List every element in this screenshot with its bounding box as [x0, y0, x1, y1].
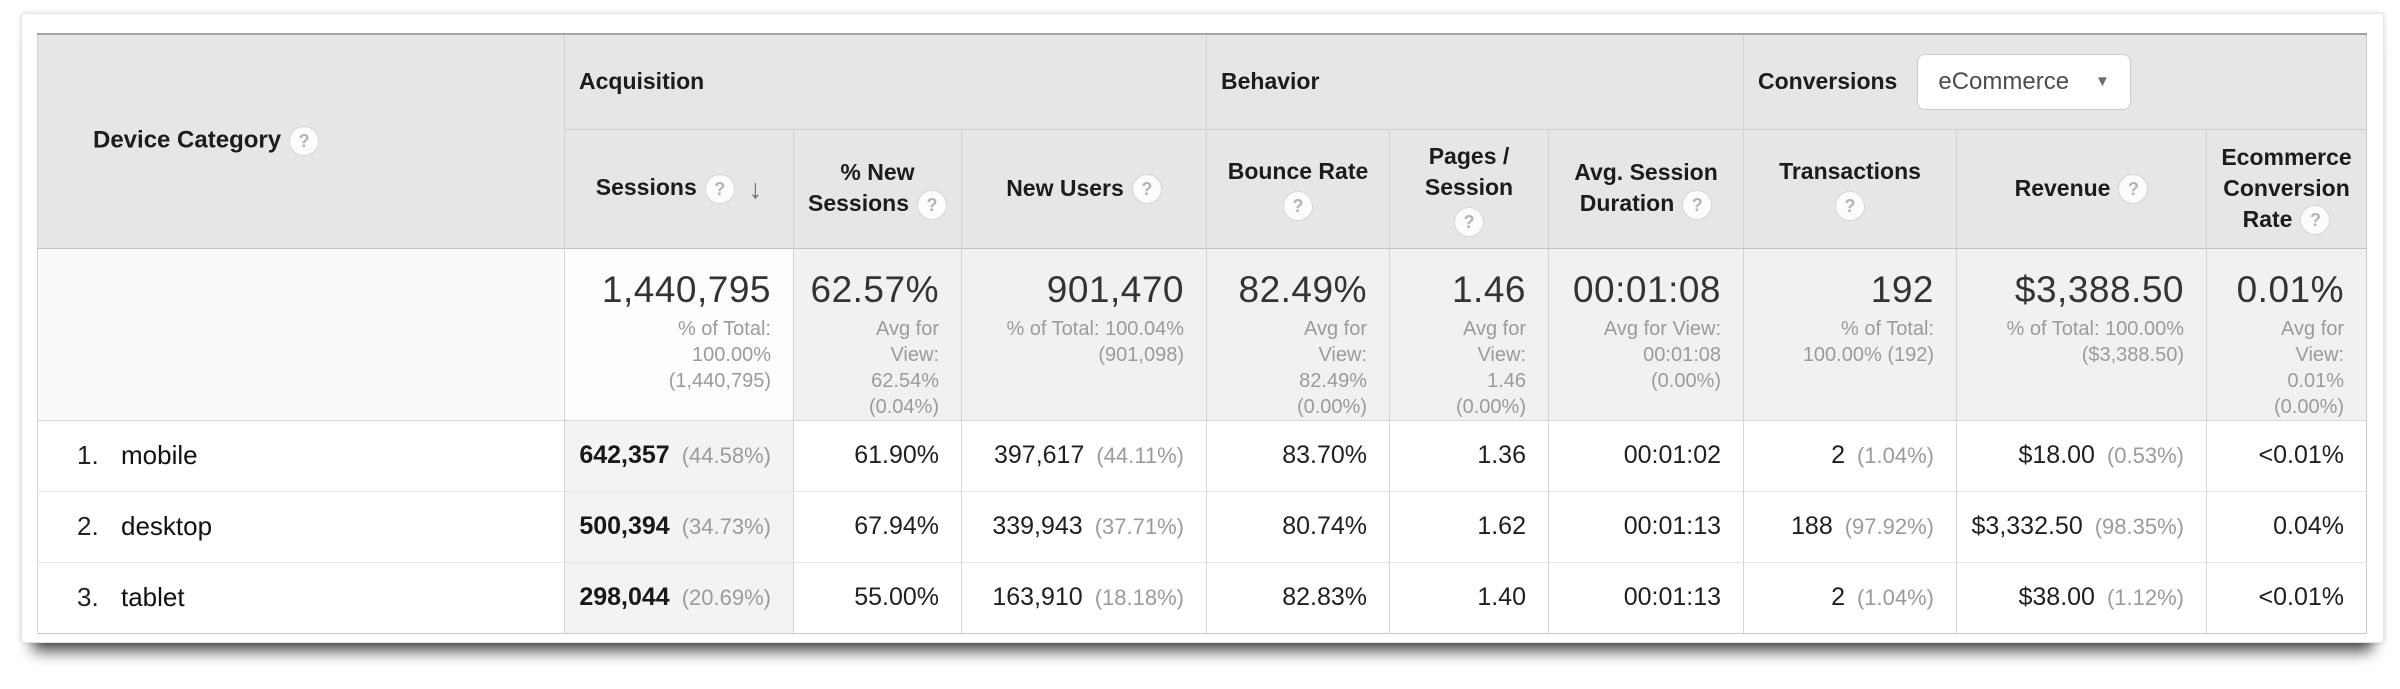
- device-category-label: Device Category: [93, 126, 282, 154]
- table-row-mobile[interactable]: 1. mobile 642,357 (44.58%) 61.90% 397,617(…: [37, 420, 2367, 492]
- row-rank: 2.: [77, 511, 99, 541]
- dimension-cell[interactable]: 3. tablet: [37, 562, 565, 633]
- transactions-cell: 188 (97.92%): [1743, 491, 1957, 563]
- sessions-cell: 642,357 (44.58%): [564, 420, 794, 492]
- pct-new-sessions-cell: 67.94%: [793, 491, 962, 563]
- device-name: mobile: [121, 440, 198, 470]
- column-header-sessions[interactable]: Sessions? ↓: [564, 128, 794, 249]
- section-conversions: Conversions eCommerce ▼: [1743, 34, 2367, 129]
- bounce-rate-cell: 83.70%: [1206, 420, 1390, 492]
- sessions-cell: 298,044 (20.69%): [564, 562, 794, 633]
- help-icon[interactable]: ?: [1131, 174, 1162, 205]
- column-header-pages-session[interactable]: Pages / Session?: [1389, 128, 1549, 249]
- sessions-cell: 500,394 (34.73%): [564, 491, 794, 563]
- new-users-cell: 163,910 (18.18%): [961, 562, 1207, 633]
- help-icon[interactable]: ?: [704, 174, 735, 205]
- row-rank: 1.: [77, 440, 99, 470]
- dimension-header-device-category[interactable]: Device Category?: [37, 34, 565, 249]
- column-header-transactions[interactable]: Transactions?: [1743, 128, 1957, 249]
- section-behavior: Behavior: [1205, 34, 1744, 129]
- avg-session-duration-cell: 00:01:13: [1547, 491, 1744, 563]
- chevron-down-icon: ▼: [2095, 73, 2110, 91]
- new-users-cell: 339,943 (37.71%): [961, 491, 1207, 563]
- help-icon[interactable]: ?: [917, 189, 947, 220]
- help-icon[interactable]: ?: [1682, 189, 1713, 220]
- ecommerce-conversion-rate-cell: 0.04%: [2206, 491, 2367, 563]
- summary-row: 1,440,795 % of Total: 100.00% (1,440,795…: [37, 248, 2367, 421]
- acquisition-label: Acquisition: [579, 68, 705, 95]
- help-icon[interactable]: ?: [1454, 206, 1484, 237]
- conversions-goal-dropdown[interactable]: eCommerce ▼: [1917, 53, 2131, 110]
- avg-session-duration-cell: 00:01:02: [1547, 420, 1744, 492]
- pct-new-sessions-cell: 55.00%: [793, 562, 962, 633]
- dimension-cell[interactable]: 1. mobile: [37, 420, 565, 492]
- ecommerce-conversion-rate-cell: <0.01%: [2206, 562, 2367, 633]
- help-icon[interactable]: ?: [2300, 205, 2331, 236]
- avg-session-duration-cell: 00:01:13: [1547, 562, 1744, 633]
- ecommerce-conversion-rate-cell: <0.01%: [2206, 420, 2367, 492]
- section-acquisition: Acquisition: [564, 34, 1207, 129]
- revenue-cell: $38.00 (1.12%): [1956, 562, 2207, 633]
- device-category-table: Device Category? Acquisition Behavior Co…: [37, 33, 2368, 634]
- help-icon[interactable]: ?: [1283, 191, 1313, 221]
- column-header-revenue[interactable]: Revenue?: [1956, 128, 2207, 249]
- summary-new-users: 901,470 % of Total: 100.04% (901,098): [961, 248, 1207, 421]
- summary-ecommerce-conversion-rate: 0.01% Avg for View: 0.01% (0.00%): [2206, 248, 2367, 421]
- revenue-cell: $3,332.50 (98.35%): [1956, 491, 2207, 563]
- summary-sessions: 1,440,795 % of Total: 100.00% (1,440,795…: [564, 248, 794, 421]
- new-users-cell: 397,617 (44.11%): [961, 420, 1207, 492]
- sort-descending-icon[interactable]: ↓: [748, 173, 763, 204]
- pages-session-cell: 1.36: [1389, 420, 1549, 492]
- device-name: desktop: [121, 511, 213, 541]
- column-header-pct-new-sessions[interactable]: % New Sessions?: [793, 128, 962, 249]
- behavior-label: Behavior: [1221, 68, 1320, 95]
- summary-pct-new-sessions: 62.57% Avg for View: 62.54% (0.04%): [793, 248, 962, 421]
- summary-bounce-rate: 82.49% Avg for View: 82.49% (0.00%): [1206, 248, 1390, 421]
- help-icon[interactable]: ?: [289, 126, 320, 157]
- column-header-bounce-rate[interactable]: Bounce Rate?: [1206, 128, 1390, 249]
- column-header-avg-session-duration[interactable]: Avg. Session Duration?: [1547, 128, 1744, 249]
- table-row-desktop[interactable]: 2. desktop 500,394 (34.73%) 67.94% 339,943…: [37, 491, 2367, 563]
- conversions-dropdown-value: eCommerce: [1938, 67, 2070, 95]
- device-category-table-wrap: Device Category? Acquisition Behavior Co…: [37, 33, 2368, 634]
- summary-avg-session-duration: 00:01:08 Avg for View: 00:01:08 (0.00%): [1547, 248, 1744, 421]
- bounce-rate-cell: 80.74%: [1206, 491, 1390, 563]
- device-name: tablet: [121, 582, 185, 612]
- column-header-ecommerce-conversion-rate[interactable]: Ecommerce Conversion Rate?: [2206, 128, 2367, 249]
- bounce-rate-cell: 82.83%: [1206, 562, 1390, 633]
- summary-pages-session: 1.46 Avg for View: 1.46 (0.00%): [1389, 248, 1549, 421]
- revenue-cell: $18.00 (0.53%): [1956, 420, 2207, 492]
- summary-revenue: $3,388.50 % of Total: 100.00% ($3,388.50…: [1956, 248, 2207, 421]
- table-row-tablet[interactable]: 3. tablet 298,044 (20.69%) 55.00% 163,910(…: [37, 562, 2367, 633]
- pages-session-cell: 1.62: [1389, 491, 1549, 563]
- pct-new-sessions-cell: 61.90%: [793, 420, 962, 492]
- pages-session-cell: 1.40: [1389, 562, 1549, 633]
- help-icon[interactable]: ?: [1835, 191, 1866, 221]
- analytics-report-card: Device Category? Acquisition Behavior Co…: [21, 13, 2384, 643]
- help-icon[interactable]: ?: [2118, 174, 2149, 205]
- conversions-label: Conversions: [1758, 68, 1898, 95]
- dimension-cell[interactable]: 2. desktop: [37, 491, 565, 563]
- transactions-cell: 2 (1.04%): [1743, 562, 1957, 633]
- summary-transactions: 192 % of Total: 100.00% (192): [1743, 248, 1957, 421]
- row-rank: 3.: [77, 582, 99, 612]
- transactions-cell: 2 (1.04%): [1743, 420, 1957, 492]
- column-header-new-users[interactable]: New Users?: [961, 128, 1207, 249]
- summary-dimension-cell: [37, 248, 565, 421]
